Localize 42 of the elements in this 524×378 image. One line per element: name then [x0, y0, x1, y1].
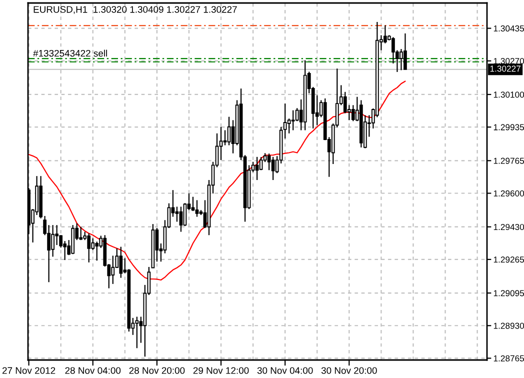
candlestick [91, 238, 95, 251]
candlestick [259, 156, 263, 171]
candlestick [404, 32, 407, 70]
y-tick-label: 1.29430 [494, 224, 524, 230]
candlestick [95, 241, 99, 262]
chart-title: EURUSD,H1 1.30320 1.30409 1.30227 1.30227 [34, 6, 237, 14]
candlestick [400, 48, 403, 71]
y-tick-label: 1.29095 [494, 290, 524, 296]
y-tick-label: 1.28930 [494, 322, 524, 329]
candlestick [175, 206, 179, 222]
y-tick-label: 1.29600 [494, 190, 524, 196]
candlestick [227, 116, 231, 146]
y-tick-label: 1.28765 [494, 355, 524, 362]
candlestick [51, 224, 55, 258]
x-tick-label: 30 Nov 20:00 [321, 367, 377, 374]
y-tick-label: 1.29935 [494, 124, 524, 130]
candlestick [79, 226, 83, 241]
ref-line-label: 1.30227 [490, 66, 520, 72]
y-tick-label: 1.29265 [494, 256, 524, 263]
candlestick [111, 255, 115, 284]
candlestick [255, 156, 259, 181]
candlestick [291, 110, 295, 131]
x-tick-label: 28 Nov 04:00 [65, 367, 121, 374]
y-tick-label: 1.29765 [494, 158, 524, 164]
y-tick-label: 1.30100 [494, 92, 524, 98]
ref-line-label: #1332543422 sell [33, 50, 107, 57]
x-tick-label: 28 Nov 20:00 [129, 367, 185, 374]
candlestick [135, 316, 139, 349]
candlestick [295, 108, 299, 122]
candlestick [87, 232, 91, 263]
x-tick-label: 27 Nov 2012 [2, 367, 56, 374]
candlestick [271, 156, 275, 181]
candlestick [183, 202, 187, 227]
candlestick [223, 130, 227, 146]
y-tick-label: 1.30270 [494, 58, 524, 64]
candlestick [384, 24, 387, 44]
candlestick [191, 196, 195, 212]
candlestick [119, 246, 123, 278]
candlestick [195, 200, 199, 218]
x-tick-label: 29 Nov 12:00 [193, 367, 249, 374]
y-tick-label: 1.30435 [494, 25, 524, 32]
x-tick-label: 30 Nov 04:00 [257, 367, 313, 374]
